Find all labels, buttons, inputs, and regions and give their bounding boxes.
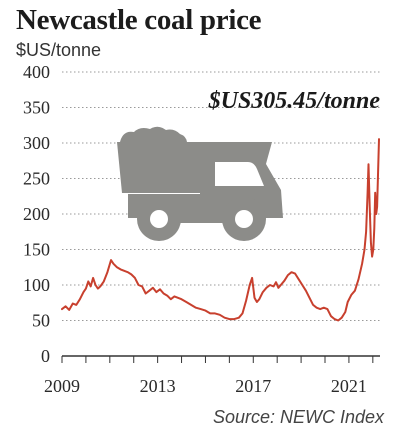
coal-truck-icon bbox=[117, 126, 283, 241]
y-axis-tick-labels: 0 50 100 150 200 250 300 350 400 bbox=[23, 62, 50, 366]
series-line-0 bbox=[61, 138, 380, 322]
series-group bbox=[61, 138, 380, 322]
y-tick-label-350: 350 bbox=[23, 98, 50, 118]
y-tick-label-400: 400 bbox=[23, 62, 50, 82]
chart-title: Newcastle coal price bbox=[16, 4, 262, 36]
y-tick-label-300: 300 bbox=[23, 133, 50, 153]
x-tick-label-2013: 2013 bbox=[140, 376, 176, 396]
x-tick-label-2021: 2021 bbox=[331, 376, 367, 396]
x-axis-tick-labels: 2009 2013 2017 2021 bbox=[44, 376, 367, 396]
y-tick-label-100: 100 bbox=[23, 275, 50, 295]
x-tick-label-2009: 2009 bbox=[44, 376, 80, 396]
y-tick-label-250: 250 bbox=[23, 169, 50, 189]
price-annotation: $US305.45/tonne bbox=[208, 88, 380, 114]
y-tick-label-0: 0 bbox=[41, 346, 50, 366]
y-tick-label-150: 150 bbox=[23, 240, 50, 260]
y-tick-label-200: 200 bbox=[23, 204, 50, 224]
source-note: Source: NEWC Index bbox=[212, 407, 384, 427]
x-axis bbox=[61, 355, 380, 363]
gridlines bbox=[62, 71, 380, 321]
x-tick-label-2017: 2017 bbox=[235, 376, 271, 396]
y-axis-unit-label: $US/tonne bbox=[16, 40, 102, 60]
y-tick-label-50: 50 bbox=[32, 311, 50, 331]
